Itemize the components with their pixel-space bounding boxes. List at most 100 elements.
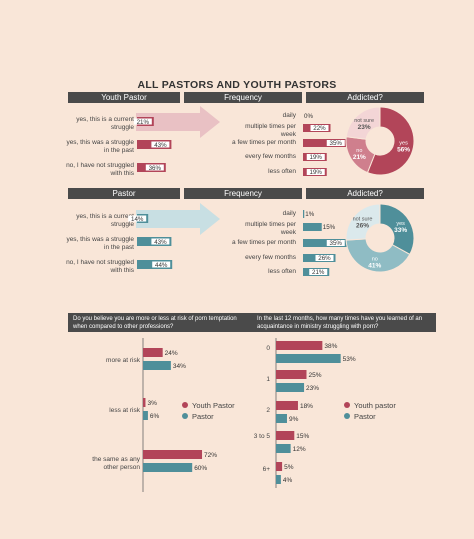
acq-pastor-value-1: 23% — [306, 385, 319, 392]
youth-struggle-label-bg-2 — [145, 164, 164, 171]
freq-label-few-month: a few times per month — [232, 139, 296, 146]
freq-label-few-month-2: a few times per month — [232, 239, 296, 246]
acq-youth-value-2: 18% — [300, 403, 313, 410]
freq-label-few-months: every few months — [245, 153, 296, 160]
acq-pastor-bar-3 — [276, 444, 291, 453]
pastor-donut-slice-2 — [345, 203, 381, 241]
struggle-label-current: yes, this is a current struggle — [76, 116, 134, 131]
youth-donut-slice-label-2: not sure — [354, 118, 374, 124]
acq-youth-bar-4 — [276, 462, 283, 471]
acq-youth-value-0: 38% — [324, 343, 337, 350]
pastor-freq-value-1: 15% — [323, 224, 336, 231]
arrow-youth — [136, 106, 220, 138]
youth-struggle-value-1: 43% — [154, 142, 167, 149]
acq-youth-bar-1 — [276, 370, 307, 379]
struggle-label-past: yes, this was a struggle in the past — [66, 139, 134, 154]
freq-label-multiple: multiple times per week — [245, 123, 296, 138]
freq-label-few-months-2: every few months — [245, 254, 296, 261]
legend-risk: Youth Pastor Pastor — [182, 401, 235, 421]
youth-freq-value-2: 35% — [330, 140, 343, 147]
pastor-freq-value-4: 21% — [312, 269, 325, 276]
youth-freq-label-bg-4 — [306, 169, 325, 175]
risk-youth-bar-0 — [143, 348, 163, 357]
pastor-donut-slice-0 — [379, 203, 415, 256]
pastor-struggle-value-1: 43% — [154, 239, 167, 246]
youth-struggle-label-bg-0 — [133, 118, 152, 125]
pastor-donut-slice-label-1: no — [372, 256, 378, 262]
risk-label-same: the same as any other person — [92, 456, 140, 471]
legend-youth-label-2: Youth pastor — [354, 401, 396, 410]
pastor-struggle-label-bg-1 — [151, 238, 170, 245]
youth-struggle-value-2: 36% — [149, 165, 162, 172]
youth-freq-label-bg-3 — [306, 154, 325, 160]
youth-donut-slice-label-1: no — [356, 148, 362, 154]
pastor-donut-slice-value-2: 26% — [356, 223, 369, 230]
acq-pastor-bar-0 — [276, 354, 341, 363]
acq-pastor-value-0: 53% — [343, 356, 356, 363]
acq-youth-value-4: 5% — [284, 464, 294, 471]
youth-freq-value-1: 22% — [313, 125, 326, 132]
pastor-struggle-value-0: 14% — [131, 216, 144, 223]
youth-donut-slice-value-0: 56% — [397, 146, 410, 153]
pastor-freq-value-3: 26% — [318, 255, 331, 262]
youth-donut-slice-2 — [345, 106, 381, 140]
risk-pastor-bar-2 — [143, 463, 193, 472]
youth-freq-value-4: 19% — [310, 169, 323, 176]
acq-label-1: 1 — [266, 376, 270, 383]
youth-donut-slice-label-0: yes — [399, 140, 408, 146]
acq-youth-bar-3 — [276, 431, 295, 440]
risk-label-less: less at risk — [109, 407, 140, 414]
youth-donut-slice-0 — [366, 106, 415, 176]
risk-label-more: more at risk — [106, 357, 140, 364]
pastor-struggle-label-bg-0 — [128, 215, 147, 222]
pastor-freq-value-2: 35% — [330, 240, 343, 247]
risk-youth-value-1: 3% — [147, 400, 157, 407]
pastor-struggle-value-2: 44% — [155, 262, 168, 269]
pastor-donut-slice-label-2: not sure — [353, 217, 373, 223]
acq-youth-value-3: 15% — [296, 433, 309, 440]
acq-youth-bar-0 — [276, 341, 323, 350]
legend-youth-label: Youth Pastor — [192, 401, 235, 410]
pastor-freq-bar-1 — [303, 223, 322, 231]
youth-struggle-value-0: 21% — [137, 119, 150, 126]
question-acquaintance: In the last 12 months, how many times ha… — [252, 313, 436, 332]
risk-pastor-value-0: 34% — [173, 363, 186, 370]
acq-youth-value-1: 25% — [309, 372, 322, 379]
acq-label-3to5: 3 to 5 — [253, 433, 270, 440]
youth-donut-slice-value-1: 21% — [353, 154, 366, 161]
youth-donut-slice-value-2: 23% — [358, 124, 371, 131]
header-addicted: Addicted? — [306, 92, 424, 103]
acq-pastor-value-4: 4% — [283, 477, 293, 484]
freq-label-less-2: less often — [268, 268, 296, 275]
struggle-label-never: no, I have not struggled with this — [66, 162, 134, 177]
risk-youth-value-0: 24% — [165, 350, 178, 357]
youth-freq-label-bg-2 — [326, 140, 345, 146]
pastor-struggle-label-bg-2 — [152, 261, 171, 268]
risk-pastor-bar-0 — [143, 361, 171, 370]
legend-pastor-label-2: Pastor — [354, 412, 376, 421]
acq-pastor-bar-2 — [276, 414, 287, 423]
pastor-freq-label-bg-4 — [309, 269, 328, 275]
header-frequency-2: Frequency — [184, 188, 302, 199]
acq-label-6plus: 6+ — [262, 466, 270, 473]
pastor-donut-slice-value-0: 33% — [394, 227, 407, 234]
risk-youth-value-2: 72% — [204, 452, 217, 459]
risk-youth-bar-1 — [143, 398, 146, 407]
pastor-donut-slice-1 — [345, 238, 411, 273]
acq-label-2: 2 — [266, 407, 270, 414]
pastor-freq-bar-0 — [303, 210, 305, 218]
freq-label-less: less often — [268, 168, 296, 175]
header-pastor: Pastor — [68, 188, 180, 199]
pastor-donut-slice-value-1: 41% — [368, 262, 381, 269]
struggle-label-never-2: no, I have not struggled with this — [66, 259, 134, 274]
risk-pastor-bar-1 — [143, 411, 148, 420]
acq-pastor-value-3: 12% — [293, 446, 306, 453]
pastor-freq-value-0: 1% — [305, 211, 314, 218]
acq-label-0: 0 — [266, 345, 270, 352]
header-youth-pastor: Youth Pastor — [68, 92, 180, 103]
youth-freq-label-bg-1 — [310, 125, 329, 131]
header-frequency: Frequency — [184, 92, 302, 103]
acq-pastor-value-2: 9% — [289, 416, 299, 423]
youth-freq-bar-2 — [303, 139, 347, 147]
freq-label-daily-2: daily — [282, 210, 296, 217]
